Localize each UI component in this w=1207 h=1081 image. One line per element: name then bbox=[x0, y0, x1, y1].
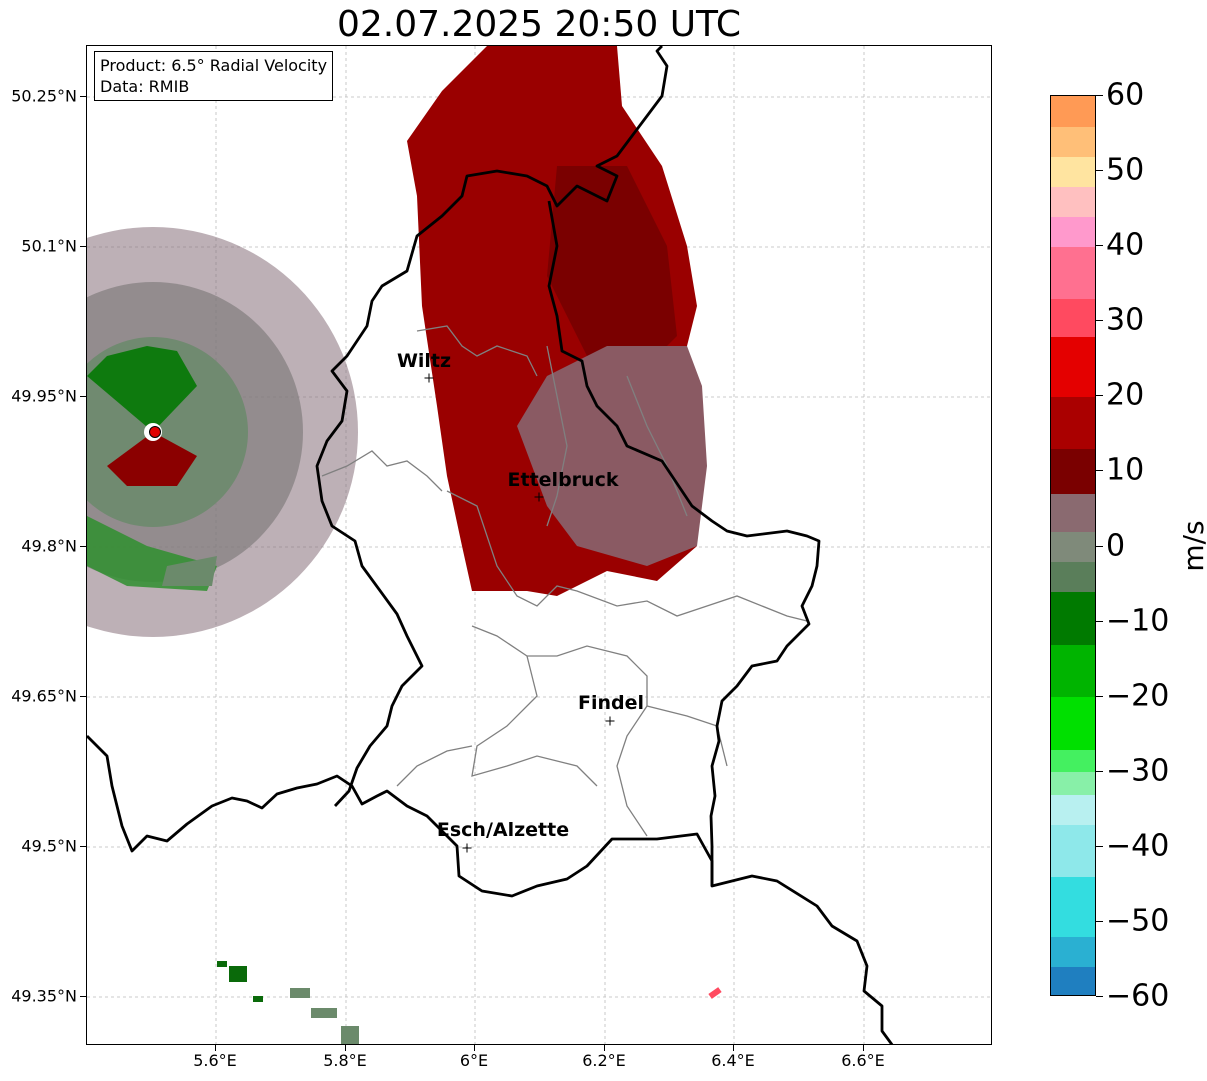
radar-map-panel[interactable] bbox=[86, 45, 992, 1045]
longitude-label: 6°E bbox=[459, 1051, 489, 1070]
data-source-label: Data: RMIB bbox=[100, 77, 190, 96]
colorbar-tick-label: 0 bbox=[1106, 528, 1126, 563]
city-marker-icon bbox=[534, 492, 544, 502]
product-info-box: Product: 6.5° Radial Velocity Data: RMIB bbox=[94, 51, 334, 101]
colorbar-segment bbox=[1051, 336, 1095, 397]
colorbar-tick bbox=[1096, 845, 1103, 847]
radar-map-canvas bbox=[87, 46, 991, 1044]
colorbar-tick-label: −20 bbox=[1106, 678, 1170, 714]
radar-site-marker bbox=[149, 426, 161, 438]
city-label-wiltz: Wiltz bbox=[396, 350, 452, 372]
colorbar-segment bbox=[1051, 448, 1095, 495]
colorbar-segment bbox=[1051, 966, 1095, 995]
colorbar-segment bbox=[1051, 876, 1095, 938]
velocity-colorbar bbox=[1050, 95, 1096, 996]
product-label: Product: 6.5° Radial Velocity bbox=[100, 56, 328, 75]
latitude-label: 50.1°N bbox=[21, 236, 77, 256]
colorbar-segment bbox=[1051, 644, 1095, 698]
city-label-findel: Findel bbox=[577, 692, 645, 714]
colorbar-segment bbox=[1051, 591, 1095, 645]
colorbar-tick-label: 30 bbox=[1106, 302, 1145, 338]
city-marker-icon bbox=[424, 373, 434, 383]
colorbar-tick bbox=[1096, 695, 1103, 697]
city-marker-icon bbox=[605, 716, 615, 726]
colorbar-segment bbox=[1051, 126, 1095, 157]
colorbar-segment bbox=[1051, 396, 1095, 450]
colorbar-segment bbox=[1051, 696, 1095, 750]
colorbar-tick-label: 10 bbox=[1106, 452, 1145, 488]
colorbar-segment bbox=[1051, 246, 1095, 300]
colorbar-tick bbox=[1096, 545, 1103, 547]
longitude-label: 5.6°E bbox=[193, 1051, 237, 1070]
colorbar-tick-label: −10 bbox=[1106, 603, 1170, 639]
longitude-label: 6.6°E bbox=[841, 1051, 885, 1070]
map-title: 02.07.2025 20:50 UTC bbox=[336, 4, 742, 45]
latitude-label: 49.65°N bbox=[11, 686, 77, 706]
colorbar-tick bbox=[1096, 996, 1103, 997]
colorbar-segment bbox=[1051, 936, 1095, 968]
colorbar-tick-label: −50 bbox=[1106, 903, 1170, 939]
colorbar-tick-label: −30 bbox=[1106, 753, 1170, 789]
colorbar-tick bbox=[1096, 245, 1103, 247]
canton-boundaries bbox=[321, 325, 808, 837]
colorbar-tick bbox=[1096, 170, 1103, 172]
latitude-label: 49.5°N bbox=[21, 836, 77, 856]
colorbar-tick-label: −60 bbox=[1106, 978, 1170, 1014]
national-borders bbox=[87, 46, 894, 1044]
longitude-label: 6.2°E bbox=[582, 1051, 626, 1070]
colorbar-segment bbox=[1051, 749, 1095, 773]
colorbar-tick-label: 60 bbox=[1106, 77, 1145, 113]
colorbar-segment bbox=[1051, 493, 1095, 532]
city-label-ettelbruck: Ettelbruck bbox=[507, 469, 619, 491]
colorbar-segment bbox=[1051, 156, 1095, 187]
longitude-label: 5.8°E bbox=[323, 1051, 367, 1070]
colorbar-tick bbox=[1096, 770, 1103, 772]
colorbar-tick-label: 40 bbox=[1106, 227, 1145, 263]
colorbar-segment bbox=[1051, 298, 1095, 337]
city-marker-icon bbox=[462, 843, 472, 853]
radar-echo-southwest bbox=[217, 961, 722, 1044]
colorbar-tick-label: −40 bbox=[1106, 828, 1170, 864]
colorbar-segment bbox=[1051, 96, 1095, 127]
latitude-label: 49.8°N bbox=[21, 536, 77, 556]
colorbar-segment bbox=[1051, 771, 1095, 795]
radar-echo-main-outbound bbox=[407, 46, 707, 596]
colorbar-tick bbox=[1096, 920, 1103, 922]
colorbar-segment bbox=[1051, 824, 1095, 878]
colorbar-tick bbox=[1096, 95, 1103, 96]
colorbar-segment bbox=[1051, 561, 1095, 593]
colorbar-tick-label: 20 bbox=[1106, 377, 1145, 413]
colorbar-segment bbox=[1051, 531, 1095, 562]
colorbar-segment bbox=[1051, 794, 1095, 825]
latitude-label: 49.35°N bbox=[11, 986, 77, 1006]
colorbar-unit-label: m/s bbox=[1177, 520, 1207, 572]
colorbar-segment bbox=[1051, 216, 1095, 247]
radar-echo-west bbox=[87, 227, 358, 637]
longitude-label: 6.4°E bbox=[711, 1051, 755, 1070]
colorbar-tick-label: 50 bbox=[1106, 152, 1145, 188]
latitude-label: 50.25°N bbox=[11, 86, 77, 106]
colorbar-tick bbox=[1096, 320, 1103, 322]
colorbar-tick bbox=[1096, 395, 1103, 397]
city-label-esch-alzette: Esch/Alzette bbox=[436, 819, 570, 841]
colorbar-tick bbox=[1096, 620, 1103, 622]
colorbar-tick bbox=[1096, 470, 1103, 472]
latitude-label: 49.95°N bbox=[11, 386, 77, 406]
colorbar-segment bbox=[1051, 186, 1095, 217]
